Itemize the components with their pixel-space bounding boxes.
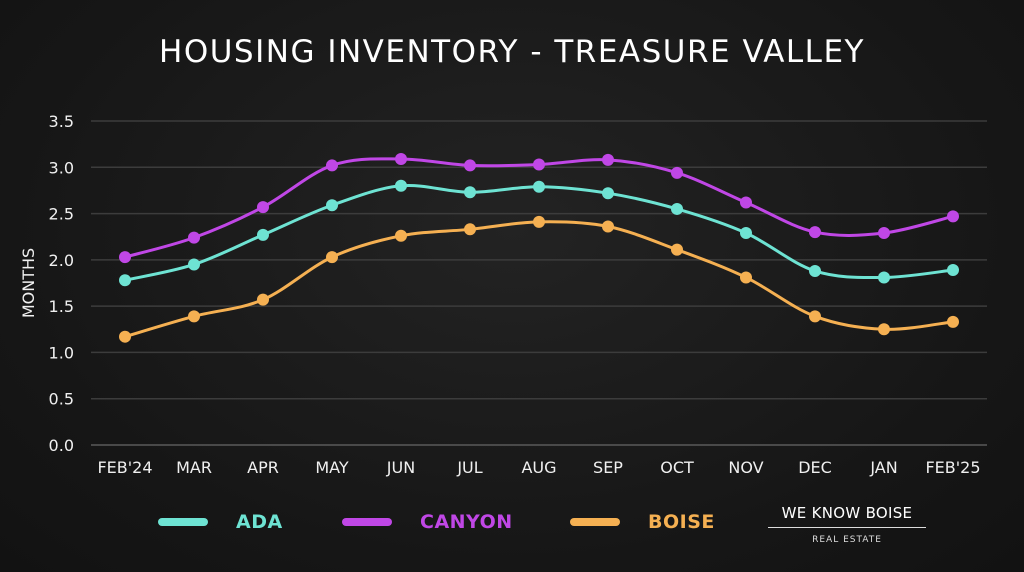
legend-label-boise: BOISE	[648, 511, 715, 533]
y-axis-label: MONTHS	[19, 248, 38, 318]
data-point-canyon	[740, 196, 752, 209]
data-point-canyon	[188, 231, 200, 244]
x-tick-label: MAY	[315, 458, 349, 477]
data-point-ada	[464, 186, 476, 199]
y-tick-label: 0.5	[49, 390, 74, 409]
data-point-ada	[602, 187, 614, 200]
x-tick-label: DEC	[798, 458, 832, 477]
data-point-boise	[188, 310, 200, 323]
data-point-ada	[878, 271, 890, 284]
data-point-canyon	[119, 251, 131, 264]
data-point-boise	[257, 293, 269, 306]
logo-line1: WE KNOW BOISE	[768, 504, 926, 528]
chart-title: HOUSING INVENTORY - TREASURE VALLEY	[159, 34, 865, 70]
data-point-ada	[119, 274, 131, 287]
data-point-boise	[602, 220, 614, 233]
data-point-ada	[326, 199, 338, 212]
data-point-boise	[947, 315, 959, 328]
y-tick-label: 1.5	[49, 297, 74, 316]
line-chart: 0.0 0.5 1.0 1.5 2.0 2.5 3.0 3.5 FEB'24 MAR APR MAY J…	[19, 112, 987, 477]
legend-item-boise: BOISE	[570, 511, 715, 533]
data-point-boise	[740, 271, 752, 284]
data-point-boise	[119, 330, 131, 343]
x-tick-label: JUL	[456, 458, 482, 477]
data-point-ada	[188, 258, 200, 271]
data-point-canyon	[326, 159, 338, 172]
data-point-canyon	[533, 158, 545, 171]
logo-line2: REAL ESTATE	[812, 535, 882, 545]
x-tick-label: JUN	[386, 458, 415, 477]
data-point-ada	[671, 202, 683, 215]
legend-label-ada: ADA	[236, 511, 283, 533]
series-line-boise	[124, 220, 954, 339]
data-point-boise	[395, 229, 407, 242]
data-point-canyon	[947, 210, 959, 223]
data-point-canyon	[809, 226, 821, 239]
data-point-canyon	[257, 201, 269, 214]
legend-swatch-ada	[158, 518, 208, 526]
data-point-boise	[533, 215, 545, 228]
data-point-ada	[257, 228, 269, 241]
data-point-boise	[671, 243, 683, 256]
data-point-ada	[947, 264, 959, 277]
legend-swatch-canyon	[342, 518, 392, 526]
data-point-canyon	[395, 152, 407, 165]
y-tick-label: 3.0	[49, 158, 74, 177]
data-point-canyon	[671, 166, 683, 179]
legend-item-canyon: CANYON	[342, 511, 513, 533]
data-point-ada	[740, 227, 752, 240]
y-tick-label: 0.0	[49, 436, 74, 455]
x-tick-label: FEB'24	[97, 458, 152, 477]
x-tick-label: AUG	[521, 458, 556, 477]
data-point-canyon	[602, 153, 614, 166]
data-point-ada	[809, 264, 821, 277]
data-point-ada	[395, 179, 407, 192]
data-point-ada	[533, 180, 545, 193]
legend-label-canyon: CANYON	[420, 511, 513, 533]
legend-swatch-boise	[570, 518, 620, 526]
y-tick-label: 2.5	[49, 205, 74, 224]
legend-item-ada: ADA	[158, 511, 283, 533]
data-point-boise	[464, 223, 476, 236]
x-tick-label: FEB'25	[925, 458, 980, 477]
y-tick-label: 1.0	[49, 343, 74, 362]
x-tick-label: JAN	[869, 458, 897, 477]
data-point-boise	[809, 310, 821, 323]
x-tick-label: OCT	[660, 458, 694, 477]
x-tick-label: MAR	[176, 458, 212, 477]
data-point-boise	[326, 251, 338, 264]
x-tick-label: NOV	[728, 458, 763, 477]
y-tick-label: 2.0	[49, 251, 74, 270]
data-point-canyon	[878, 227, 890, 240]
x-tick-label: APR	[247, 458, 279, 477]
data-point-canyon	[464, 159, 476, 172]
logo: WE KNOW BOISE REAL ESTATE	[768, 504, 926, 545]
y-tick-label: 3.5	[49, 112, 74, 131]
data-point-boise	[878, 323, 890, 336]
x-tick-label: SEP	[593, 458, 623, 477]
